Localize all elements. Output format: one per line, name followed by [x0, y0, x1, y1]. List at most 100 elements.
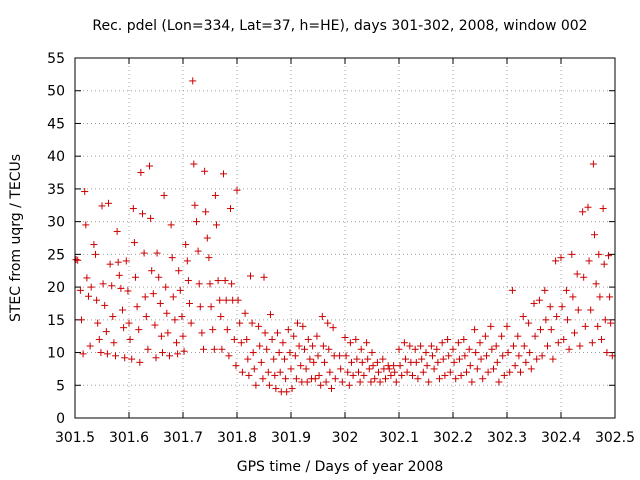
data-point: [156, 299, 164, 307]
data-point: [194, 247, 202, 255]
data-point: [493, 358, 501, 366]
data-point: [525, 319, 533, 327]
data-point: [365, 365, 373, 373]
data-point: [179, 332, 187, 340]
data-point: [160, 191, 168, 199]
data-point: [461, 352, 469, 360]
data-point: [382, 375, 389, 383]
data-point: [367, 378, 375, 386]
data-point: [535, 296, 543, 304]
data-point: [182, 241, 190, 249]
data-point: [601, 316, 609, 324]
data-point: [600, 260, 608, 268]
data-point: [554, 339, 562, 347]
data-point: [207, 303, 215, 311]
data-point: [390, 362, 398, 370]
data-point: [552, 257, 560, 265]
data-point: [169, 293, 177, 301]
data-point: [295, 342, 303, 350]
data-point: [286, 349, 294, 357]
data-point: [563, 316, 571, 324]
data-point: [135, 326, 143, 334]
data-point: [92, 250, 100, 258]
data-point: [228, 280, 236, 288]
chart-title: Rec. pdel (Lon=334, Lat=37, h=HE), days …: [92, 18, 587, 34]
data-point: [495, 378, 503, 386]
x-tick-label: 302.3: [487, 430, 527, 446]
data-point: [103, 350, 111, 358]
data-point: [259, 375, 267, 383]
x-tick-label: 301.7: [163, 430, 203, 446]
data-point: [425, 378, 433, 386]
data-point: [526, 349, 534, 357]
data-point: [428, 352, 436, 360]
data-point: [363, 339, 371, 347]
data-point: [303, 378, 311, 386]
data-point: [492, 342, 500, 350]
data-point: [95, 335, 103, 343]
data-point: [314, 352, 322, 360]
data-point: [436, 375, 443, 383]
data-point: [487, 322, 495, 330]
plot-frame: [74, 57, 616, 419]
data-point: [395, 345, 403, 353]
data-point: [184, 277, 192, 285]
data-point: [584, 203, 592, 211]
data-point: [318, 313, 326, 321]
data-point: [216, 296, 224, 304]
data-point: [171, 316, 179, 324]
data-point: [313, 332, 321, 340]
y-tick-label: 55: [47, 51, 65, 67]
data-point: [353, 355, 361, 363]
data-point: [302, 365, 310, 373]
data-point: [158, 349, 166, 357]
data-point: [97, 349, 105, 357]
data-point: [392, 378, 400, 386]
data-point: [247, 272, 254, 280]
data-point: [409, 371, 416, 379]
data-point: [174, 350, 182, 358]
data-point: [101, 301, 109, 309]
data-point: [200, 345, 208, 353]
data-point: [356, 378, 364, 386]
data-point: [592, 280, 600, 288]
data-point: [176, 286, 184, 294]
y-tick-label: 20: [47, 280, 65, 296]
data-point: [238, 368, 246, 376]
data-point: [463, 368, 470, 376]
data-point: [236, 319, 244, 327]
data-point: [234, 296, 242, 304]
x-tick-label: 301.9: [271, 430, 311, 446]
data-point: [175, 267, 183, 275]
data-point: [444, 335, 452, 343]
data-point: [414, 375, 422, 383]
y-tick-label: 45: [47, 116, 65, 132]
data-point: [117, 284, 125, 292]
data-point: [190, 160, 198, 168]
data-point: [225, 352, 233, 360]
data-point: [94, 319, 102, 327]
data-point: [193, 218, 200, 226]
data-point: [166, 352, 173, 360]
data-point: [368, 349, 376, 357]
data-point: [422, 349, 430, 357]
data-point: [423, 362, 431, 370]
data-point: [136, 358, 144, 366]
data-point: [460, 335, 468, 343]
data-point: [594, 322, 602, 330]
y-tick-label: 50: [47, 84, 65, 100]
data-point: [379, 355, 387, 363]
data-point: [217, 313, 225, 321]
data-point: [196, 303, 204, 311]
data-point: [284, 326, 292, 334]
data-point: [241, 309, 249, 317]
data-point: [140, 249, 148, 257]
data-point: [360, 371, 368, 379]
data-point: [227, 205, 235, 213]
data-point: [299, 322, 307, 330]
data-point: [588, 339, 596, 347]
data-point: [396, 362, 404, 370]
y-tick-label: 35: [47, 182, 65, 198]
data-point: [144, 345, 152, 353]
data-point: [419, 368, 427, 376]
